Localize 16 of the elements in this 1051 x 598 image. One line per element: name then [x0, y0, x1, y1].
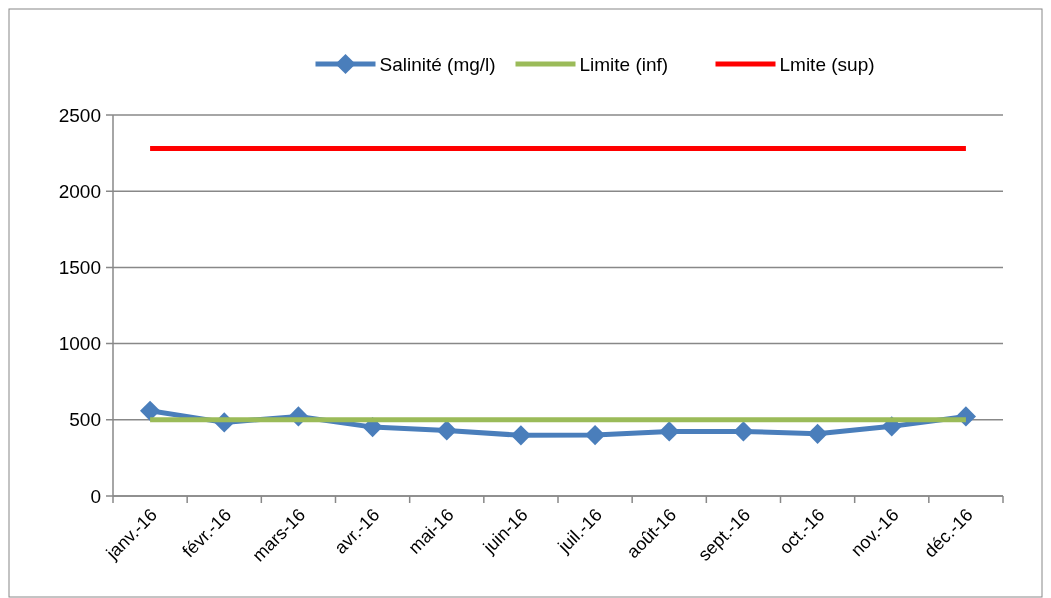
y-tick-label: 2000: [58, 180, 101, 202]
point: [659, 421, 680, 442]
point: [510, 425, 532, 446]
point: [584, 424, 606, 446]
y-tick-label: 1500: [58, 257, 101, 279]
legend-label: Lmite (sup): [779, 53, 875, 75]
y-tick-label: 500: [69, 409, 101, 431]
y-tick-label: 1000: [58, 333, 101, 355]
point: [807, 423, 828, 444]
y-tick-label: 0: [90, 485, 101, 507]
legend-label: Salinité (mg/l): [379, 53, 496, 75]
point: [733, 421, 754, 442]
legend-label: Limite (inf): [579, 53, 669, 75]
point: [436, 420, 457, 441]
point: [139, 400, 161, 421]
y-tick-label: 2500: [58, 104, 101, 126]
